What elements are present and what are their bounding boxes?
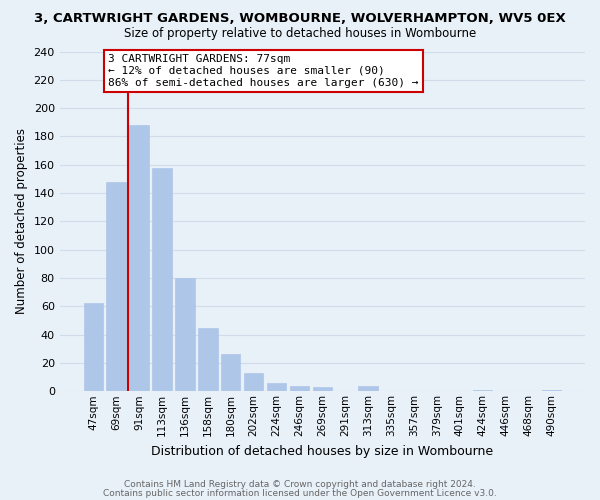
Bar [358, 386, 378, 392]
Bar [473, 390, 493, 392]
X-axis label: Distribution of detached houses by size in Wombourne: Distribution of detached houses by size … [151, 444, 493, 458]
Text: Size of property relative to detached houses in Wombourne: Size of property relative to detached ho… [124, 28, 476, 40]
Y-axis label: Number of detached properties: Number of detached properties [15, 128, 28, 314]
Bar [542, 390, 561, 392]
Text: 3 CARTWRIGHT GARDENS: 77sqm
← 12% of detached houses are smaller (90)
86% of sem: 3 CARTWRIGHT GARDENS: 77sqm ← 12% of det… [108, 54, 419, 88]
Bar [130, 125, 149, 392]
Bar [267, 383, 286, 392]
Bar [244, 373, 263, 392]
Bar [313, 387, 332, 392]
Text: Contains HM Land Registry data © Crown copyright and database right 2024.: Contains HM Land Registry data © Crown c… [124, 480, 476, 489]
Bar [290, 386, 309, 392]
Text: Contains public sector information licensed under the Open Government Licence v3: Contains public sector information licen… [103, 488, 497, 498]
Text: 3, CARTWRIGHT GARDENS, WOMBOURNE, WOLVERHAMPTON, WV5 0EX: 3, CARTWRIGHT GARDENS, WOMBOURNE, WOLVER… [34, 12, 566, 26]
Bar [198, 328, 218, 392]
Bar [106, 182, 126, 392]
Bar [152, 168, 172, 392]
Bar [175, 278, 194, 392]
Bar [221, 354, 241, 392]
Bar [83, 304, 103, 392]
